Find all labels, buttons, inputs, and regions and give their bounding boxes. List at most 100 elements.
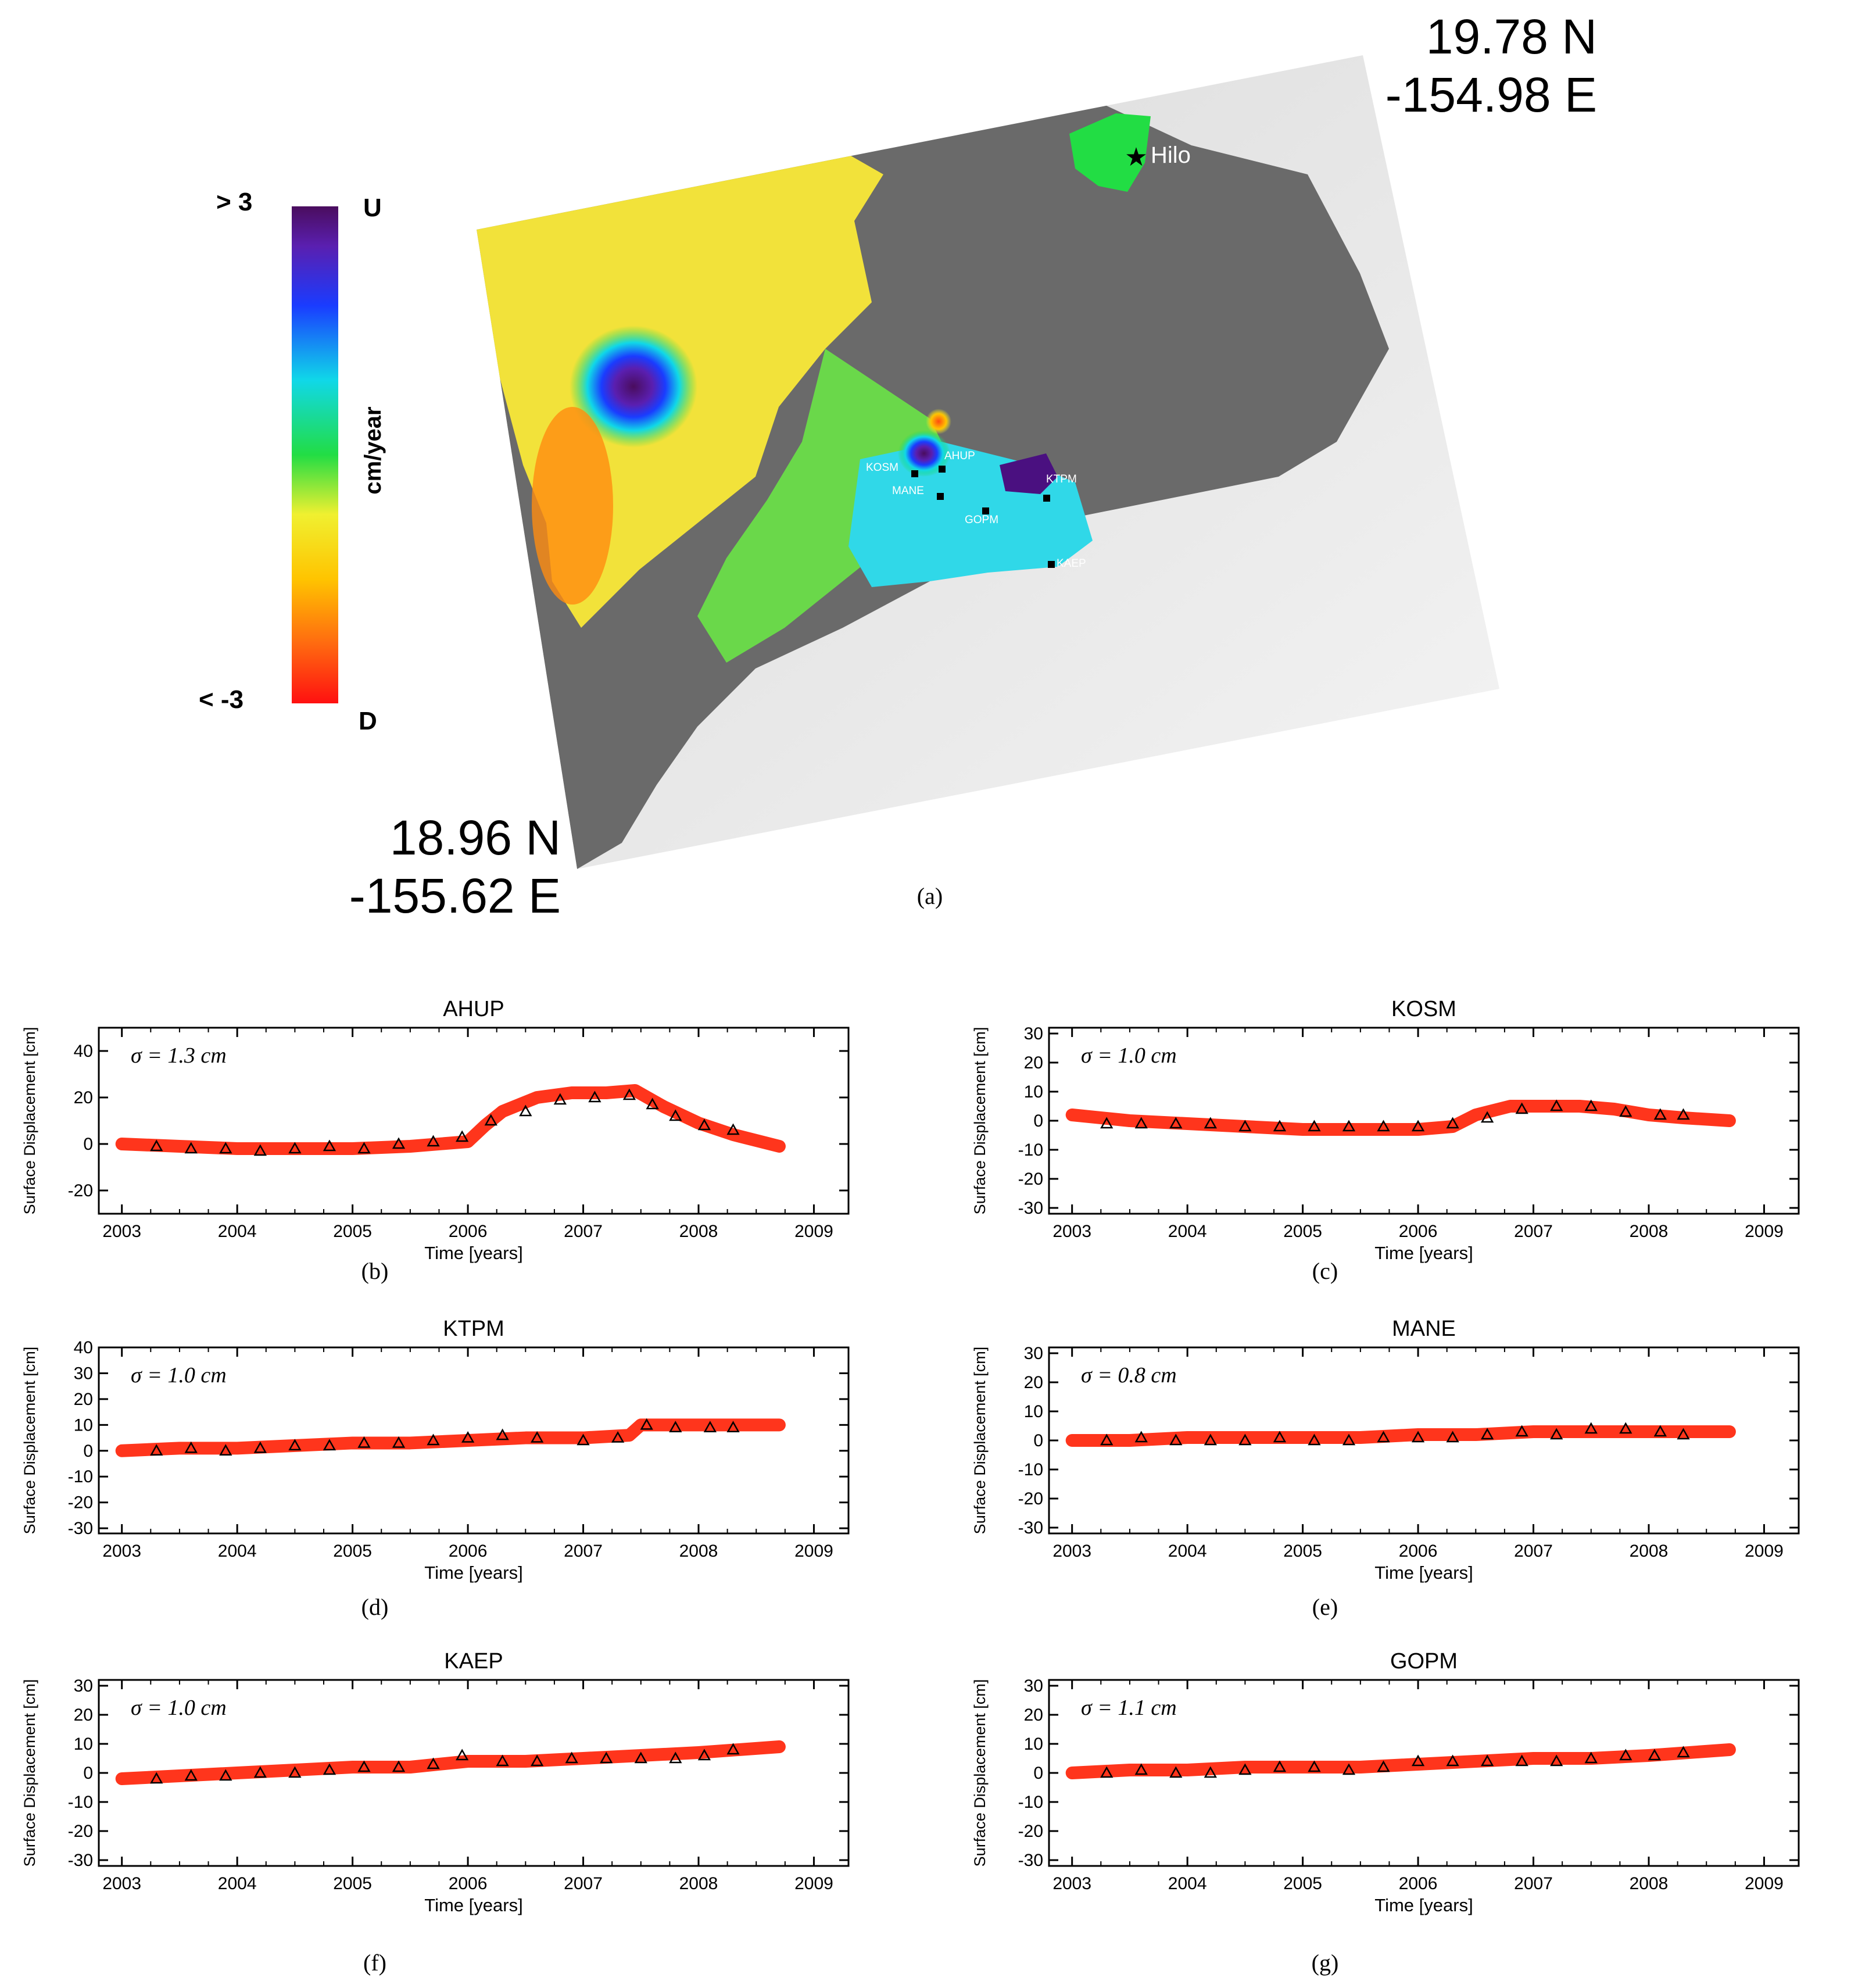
panel-caption: (g) xyxy=(1312,1950,1339,1976)
station-label-ktpm: KTPM xyxy=(1046,473,1077,485)
x-tick-label: 2004 xyxy=(218,1542,257,1561)
plot-gopm: 2003 2004 2005 2006 2007 2008 2009 -30 -20 -10 0 10… xyxy=(971,1649,1800,1976)
caldera-uplift xyxy=(898,430,950,477)
gps-point xyxy=(1308,1120,1321,1132)
y-tick-label: 40 xyxy=(74,1042,93,1061)
plot-kaep: 2003 2004 2005 2006 2007 2008 2009 -30 -20 -10 0 10… xyxy=(21,1649,850,1976)
y-axis-label: Surface Displacement [cm] xyxy=(21,1679,38,1867)
gps-point xyxy=(1204,1433,1217,1446)
x-tick-label: 2008 xyxy=(679,1222,718,1241)
gps-point xyxy=(1238,1433,1252,1446)
gps-point xyxy=(1169,1433,1183,1446)
station-label-gopm: GOPM xyxy=(965,514,998,526)
gps-point xyxy=(1204,1766,1217,1778)
gps-point xyxy=(1677,1108,1690,1120)
plot-title: GOPM xyxy=(1390,1649,1458,1674)
gps-point xyxy=(427,1757,440,1769)
x-tick-label: 2008 xyxy=(1630,1222,1669,1241)
x-tick-label: 2006 xyxy=(1399,1874,1438,1893)
x-tick-label: 2003 xyxy=(1052,1222,1091,1241)
y-axis-label: Surface Displacement [cm] xyxy=(21,1347,38,1535)
y-axis-label: Surface Displacement [cm] xyxy=(971,1027,989,1215)
x-tick-label: 2009 xyxy=(794,1874,833,1893)
y-axis-label: Surface Displacement [cm] xyxy=(971,1679,989,1867)
gps-point xyxy=(1584,1099,1598,1111)
gps-point xyxy=(1273,1120,1287,1132)
y-tick-label: -20 xyxy=(1018,1489,1043,1508)
y-tick-label: 30 xyxy=(1024,1676,1043,1696)
map-panel: ★ Hilo KOSM AHUP MANE GOPM KTPM KAEP 19.… xyxy=(199,9,1597,923)
y-tick-label: -30 xyxy=(1018,1518,1043,1538)
y-tick-label: 0 xyxy=(1033,1111,1043,1131)
gps-point xyxy=(253,1441,267,1453)
panel-caption: (f) xyxy=(363,1950,386,1976)
gps-point xyxy=(1308,1433,1321,1446)
x-axis-label: Time [years] xyxy=(424,1243,522,1263)
gps-point xyxy=(669,1751,682,1764)
x-tick-label: 2008 xyxy=(1630,1542,1669,1561)
gps-point xyxy=(1481,1111,1494,1123)
y-tick-label: -10 xyxy=(68,1793,93,1812)
y-tick-label: 10 xyxy=(74,1415,93,1435)
gps-point xyxy=(253,1766,267,1778)
gps-point xyxy=(288,1766,302,1778)
plot-title: KOSM xyxy=(1391,997,1456,1021)
station-label-ahup: AHUP xyxy=(944,450,975,462)
plot-title: AHUP xyxy=(443,997,504,1021)
x-tick-label: 2005 xyxy=(333,1542,372,1561)
sigma-label: σ = 1.0 cm xyxy=(1081,1043,1177,1068)
gps-point xyxy=(1515,1102,1528,1114)
y-tick-label: 20 xyxy=(74,1705,93,1725)
x-tick-label: 2004 xyxy=(218,1222,257,1241)
y-tick-label: 40 xyxy=(74,1338,93,1357)
plot-title: MANE xyxy=(1392,1317,1456,1341)
gps-point xyxy=(456,1749,469,1761)
insar-series-gopm xyxy=(1065,1743,1736,1779)
gps-point xyxy=(461,1431,475,1443)
y-tick-label: 0 xyxy=(83,1442,93,1461)
gps-point xyxy=(1515,1754,1528,1767)
y-tick-label: -30 xyxy=(68,1519,93,1538)
hilo-star-icon: ★ xyxy=(1125,143,1147,171)
gps-point xyxy=(565,1751,578,1764)
gps-point xyxy=(697,1749,711,1761)
gps-point xyxy=(1342,1763,1356,1775)
gps-point xyxy=(392,1436,406,1448)
y-tick-label: -10 xyxy=(1018,1793,1043,1812)
y-tick-label: 0 xyxy=(83,1135,93,1154)
x-tick-label: 2007 xyxy=(564,1874,603,1893)
colorbar-min-label: < -3 xyxy=(199,685,244,714)
hilo-green-area xyxy=(1069,113,1151,192)
mauna-loa-inflation xyxy=(570,326,697,448)
gps-point xyxy=(1481,1428,1494,1440)
x-tick-label: 2007 xyxy=(564,1222,603,1241)
gps-point xyxy=(1308,1760,1321,1772)
gps-point xyxy=(1377,1760,1390,1772)
gps-point xyxy=(1653,1108,1667,1120)
y-tick-label: 0 xyxy=(83,1764,93,1783)
gps-point xyxy=(1481,1754,1494,1767)
x-axis-label: Time [years] xyxy=(424,1562,522,1583)
gps-point xyxy=(150,1139,163,1152)
y-tick-label: 20 xyxy=(74,1390,93,1409)
y-tick-label: -20 xyxy=(68,1493,93,1513)
plot-kosm: 2003 2004 2005 2006 2007 2008 2009 -30 -20 -10 0 10… xyxy=(971,997,1800,1284)
gps-point xyxy=(703,1421,717,1433)
gps-point xyxy=(1619,1422,1632,1434)
gps-point xyxy=(1648,1749,1662,1761)
y-tick-label: -10 xyxy=(1018,1140,1043,1160)
x-tick-label: 2005 xyxy=(333,1874,372,1893)
gps-point xyxy=(1446,1117,1459,1129)
sigma-label: σ = 1.0 cm xyxy=(131,1363,227,1388)
gps-point xyxy=(640,1418,653,1430)
colorbar-top-label: U xyxy=(363,194,382,222)
x-tick-label: 2007 xyxy=(1514,1222,1553,1241)
colorbar: > 3 < -3 U D cm/year xyxy=(199,188,386,735)
gps-point xyxy=(1653,1425,1667,1437)
station-marker-kosm xyxy=(911,470,918,477)
x-axis-label: Time [years] xyxy=(1374,1243,1473,1263)
x-tick-label: 2009 xyxy=(1745,1874,1784,1893)
gps-point xyxy=(1515,1425,1528,1437)
southwest-green-zone xyxy=(697,349,959,663)
plot-mane: 2003 2004 2005 2006 2007 2008 2009 -30 -20 -10 0 10… xyxy=(971,1317,1800,1620)
